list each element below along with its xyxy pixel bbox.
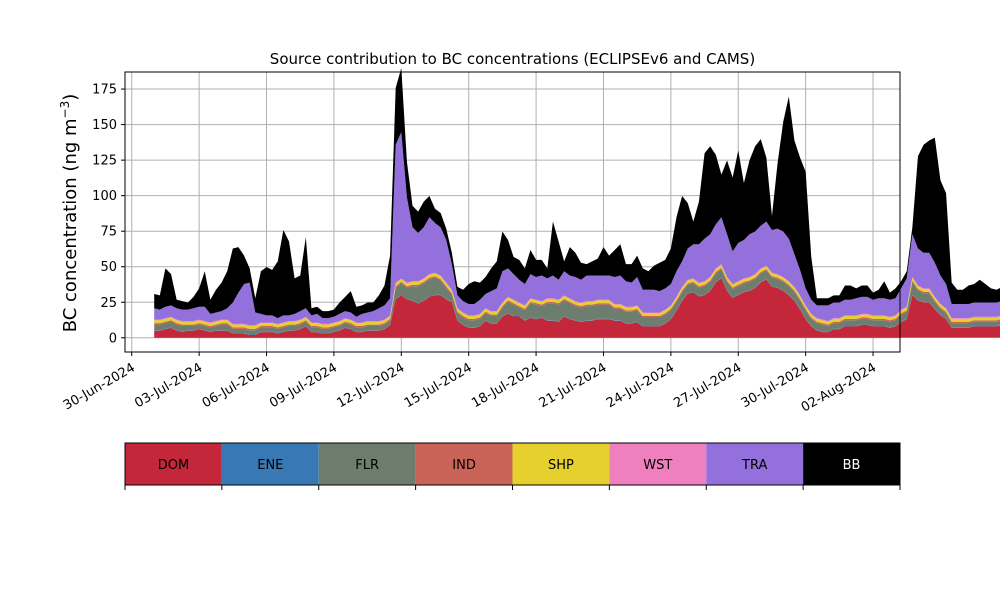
x-tick-label: 09-Jul-2024 (267, 360, 340, 411)
y-tick-label: 125 (92, 154, 117, 169)
legend-label-dom: DOM (158, 458, 189, 473)
x-tick-label: 02-Aug-2024 (799, 360, 879, 415)
x-tick-label: 06-Jul-2024 (200, 360, 273, 411)
x-tick-label: 27-Jul-2024 (671, 360, 744, 411)
y-axis-label: BC concentration (ng m−3) (58, 94, 81, 333)
plot-frame (124, 71, 901, 353)
area-tra (154, 131, 1000, 326)
legend-swatch-flr (318, 443, 416, 485)
x-tick-label: 12-Jul-2024 (334, 360, 407, 411)
legend-label-wst: WST (643, 458, 672, 473)
y-axis: 0 25 50 75 100 125 150 175 (92, 83, 125, 346)
legend-label-ind: IND (452, 458, 476, 473)
y-tick-label: 25 (100, 296, 117, 311)
legend-swatch-ind (415, 443, 513, 485)
legend-label-shp: SHP (548, 458, 574, 473)
color-legend: DOM ENE FLR IND SHP WST TRA BB (124, 442, 901, 490)
y-tick-label: 0 (109, 331, 117, 346)
plot-area: 0 25 50 75 100 125 150 175 30-Jun-202403-Jul-20… (61, 68, 1000, 416)
y-tick-label: 75 (100, 225, 117, 240)
legend-label-tra: TRA (741, 458, 767, 473)
y-tick-label: 150 (92, 118, 117, 133)
x-tick-label: 21-Jul-2024 (537, 360, 610, 411)
legend-swatch-tra (706, 443, 804, 485)
x-tick-label: 18-Jul-2024 (469, 360, 542, 411)
legend-label-bb: BB (843, 458, 861, 473)
area-dom (154, 278, 1000, 338)
legend-swatch-bb (803, 443, 900, 485)
legend-swatch-dom (125, 443, 222, 485)
x-tick-label: 24-Jul-2024 (604, 360, 677, 411)
legend-swatch-ene (221, 443, 319, 485)
y-tick-label: 100 (92, 189, 117, 204)
legend-label-ene: ENE (257, 458, 283, 473)
legend-swatch-wst (609, 443, 707, 485)
x-tick-label: 03-Jul-2024 (132, 360, 205, 411)
x-tick-label: 30-Jun-2024 (61, 360, 138, 413)
area-bb (154, 68, 1000, 319)
legend-swatch-shp (512, 443, 610, 485)
chart-title: Source contribution to BC concentrations… (270, 50, 755, 68)
y-tick-label: 50 (100, 260, 117, 275)
x-axis: 30-Jun-202403-Jul-202406-Jul-202409-Jul-… (61, 352, 879, 416)
legend-label-flr: FLR (355, 458, 379, 473)
x-tick-label: 15-Jul-2024 (402, 360, 475, 411)
stacked-areas (154, 68, 1000, 338)
y-tick-label: 175 (92, 83, 117, 98)
